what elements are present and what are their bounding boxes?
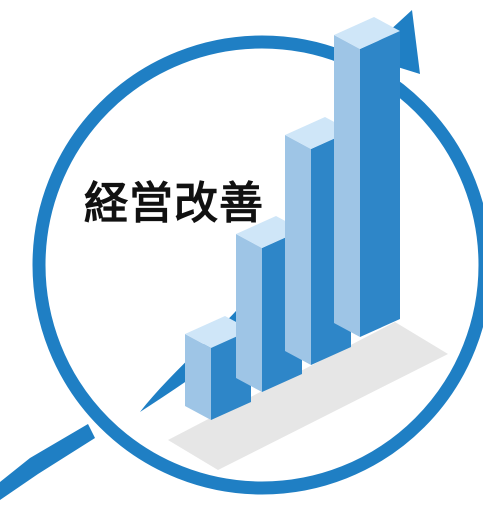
magnifier-ring bbox=[32, 35, 483, 495]
bar-3-side bbox=[285, 135, 311, 365]
bar-2-side bbox=[236, 234, 262, 392]
bar-1-side bbox=[185, 334, 211, 420]
bar-1-top bbox=[185, 316, 251, 348]
bar-4-side bbox=[334, 35, 360, 337]
bar-4-top bbox=[334, 17, 400, 49]
floor-shadow bbox=[168, 322, 448, 470]
page-title: 経営改善 bbox=[84, 178, 264, 229]
bar-4-front bbox=[360, 31, 400, 337]
bar-chart bbox=[185, 17, 400, 420]
magnifier-handle bbox=[0, 424, 95, 500]
